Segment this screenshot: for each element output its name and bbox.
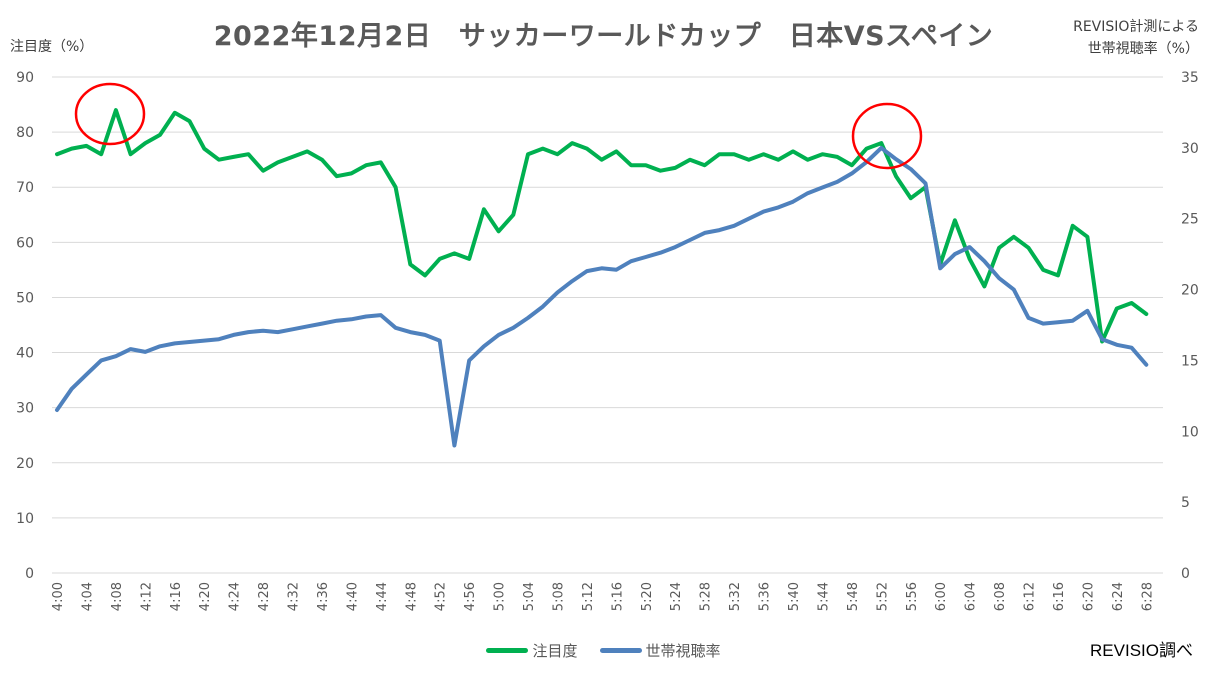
left-tick-label: 10: [16, 511, 34, 527]
left-tick-label: 20: [16, 456, 34, 472]
x-tick-label: 4:56: [463, 582, 478, 611]
x-tick-label: 4:12: [139, 582, 154, 611]
x-tick-label: 4:32: [287, 582, 302, 611]
right-axis-label-line2: 世帯視聴率（%）: [1087, 41, 1199, 57]
x-tick-label: 4:20: [198, 582, 213, 611]
x-tick-label: 5:04: [522, 582, 537, 611]
right-tick-label: 10: [1181, 424, 1199, 440]
x-tick-label: 4:40: [345, 582, 360, 611]
right-tick-label: 20: [1181, 283, 1199, 299]
x-tick-label: 6:00: [934, 582, 949, 611]
left-tick-label: 90: [16, 70, 34, 86]
legend-item-attention: 注目度: [486, 640, 578, 661]
line-chart: 0 10 20 30 40 50 60 70 80 90 0 5 10 15 20 25 30 35 4:00 4:0…: [16, 70, 1199, 611]
x-tick-label: 6:04: [964, 582, 979, 611]
x-tick-label: 5:32: [728, 582, 743, 611]
legend-swatch-attention: [486, 648, 529, 653]
left-tick-label: 70: [16, 180, 34, 196]
right-axis-label: REVISIO計測による 世帯視聴率（%）: [1073, 16, 1199, 60]
x-tick-label: 4:24: [228, 582, 243, 611]
x-tick-label: 4:08: [110, 582, 125, 611]
x-tick-label: 6:16: [1052, 582, 1067, 611]
source-credit: REVISIO調べ: [1090, 641, 1193, 660]
x-tick-label: 5:16: [610, 582, 625, 611]
x-tick-label: 4:48: [404, 582, 419, 611]
x-tick-label: 4:00: [51, 582, 66, 611]
x-tick-label: 5:00: [493, 582, 508, 611]
x-tick-label: 5:12: [581, 582, 596, 611]
rating-line: [55, 145, 1149, 448]
right-tick-label: 15: [1181, 353, 1199, 369]
x-tick-label: 5:52: [875, 582, 890, 611]
left-tick-label: 0: [25, 566, 34, 582]
x-tick-label: 4:36: [316, 582, 331, 611]
chart-title: 2022年12月2日 サッカーワールドカップ 日本VSスペイン: [213, 21, 994, 52]
left-axis-label: 注目度（%）: [10, 39, 94, 55]
x-tick-label: 6:08: [993, 582, 1008, 611]
legend: 注目度 世帯視聴率: [0, 640, 1207, 661]
left-tick-label: 60: [16, 235, 34, 251]
legend-swatch-rating: [599, 648, 642, 653]
x-tick-label: 6:28: [1140, 582, 1155, 611]
x-tick-label: 5:48: [846, 582, 861, 611]
x-tick-label: 4:28: [257, 582, 272, 611]
x-tick-label: 5:08: [551, 582, 566, 611]
right-tick-label: 0: [1181, 566, 1190, 582]
x-tick-label: 6:24: [1111, 582, 1126, 611]
highlight-circle-first-peak: [74, 82, 146, 146]
legend-item-rating: 世帯視聴率: [599, 640, 721, 661]
x-tick-label: 5:40: [787, 582, 802, 611]
x-tick-label: 5:20: [640, 582, 655, 611]
highlight-circle-second-peak: [851, 102, 923, 170]
x-tick-label: 4:16: [169, 582, 184, 611]
x-tick-label: 4:52: [434, 582, 449, 611]
right-tick-label: 25: [1181, 212, 1199, 228]
right-axis-label-line1: REVISIO計測による: [1073, 19, 1199, 35]
x-tick-label: 5:36: [758, 582, 773, 611]
x-tick-label: 6:20: [1081, 582, 1096, 611]
x-tick-label: 5:56: [905, 582, 920, 611]
right-tick-label: 35: [1181, 70, 1199, 86]
legend-label-attention: 注目度: [532, 642, 578, 660]
x-tick-label: 5:28: [699, 582, 714, 611]
x-tick-label: 5:24: [669, 582, 684, 611]
x-tick-label: 6:12: [1023, 582, 1038, 611]
x-tick-label: 5:44: [816, 582, 831, 611]
left-tick-label: 30: [16, 401, 34, 417]
right-tick-label: 5: [1181, 495, 1190, 511]
x-tick-label: 4:44: [375, 582, 390, 611]
left-tick-label: 40: [16, 346, 34, 362]
left-tick-label: 80: [16, 125, 34, 141]
attention-line: [55, 108, 1149, 344]
left-tick-label: 50: [16, 290, 34, 306]
right-tick-label: 30: [1181, 141, 1199, 157]
x-tick-label: 4:04: [80, 582, 95, 611]
legend-label-rating: 世帯視聴率: [645, 642, 721, 660]
